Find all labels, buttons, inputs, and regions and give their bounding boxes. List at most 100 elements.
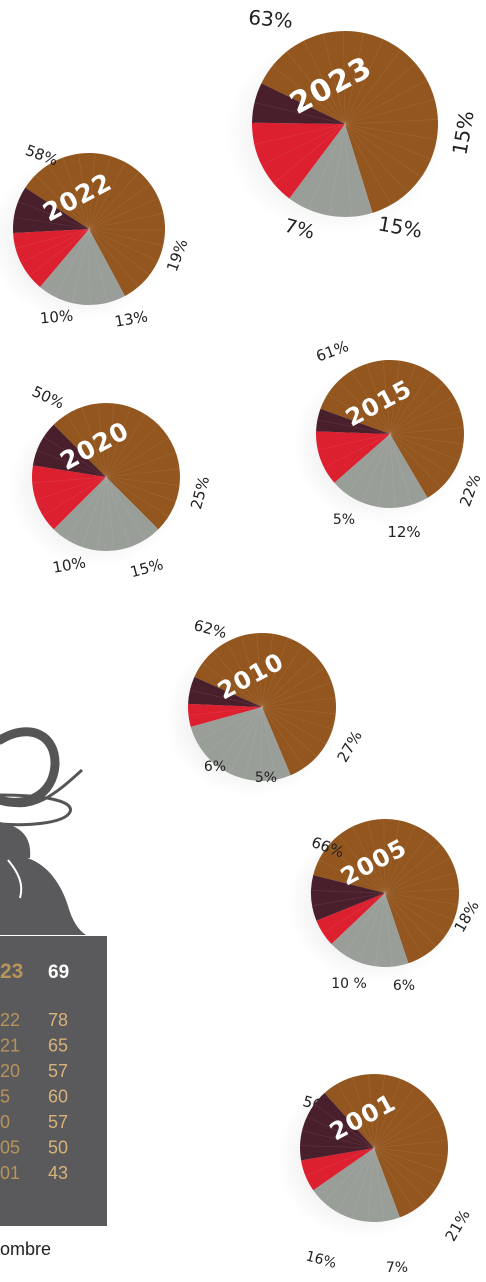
pie-texture-ray	[367, 1147, 375, 1222]
pie-texture-ray	[389, 395, 454, 435]
pie-texture-ray	[261, 633, 274, 708]
pie-texture-ray	[305, 1147, 375, 1177]
pie-texture-ray	[261, 706, 276, 780]
pie-texture-ray	[301, 1130, 375, 1149]
pie-texture-ray	[389, 433, 396, 508]
pie-slice	[313, 819, 460, 964]
pie-texture-ray	[272, 65, 346, 125]
pie-texture-ray	[358, 892, 386, 963]
pie-texture-ray	[300, 1145, 375, 1149]
pie-texture-ray	[81, 407, 107, 478]
table-panel	[0, 936, 107, 1226]
pie-texture-ray	[337, 1083, 375, 1149]
pie-percent-label: 61%	[314, 337, 351, 365]
pie-texture-ray	[189, 689, 263, 708]
pie-texture-ray	[346, 433, 391, 495]
stats-table: 23 69 22 78 21 65 20 57 5 60 0 57 05 50 01 43	[0, 936, 107, 1226]
pie-percent-label: 15%	[447, 109, 478, 157]
pie-percent-label: 5%	[255, 770, 277, 786]
pie-texture-ray	[20, 228, 90, 264]
pie-percent-label: 16%	[304, 1248, 338, 1272]
pie-texture-ray	[213, 651, 263, 708]
pie-texture-ray	[13, 216, 90, 230]
pie-texture-ray	[88, 171, 140, 230]
pie-texture-ray	[352, 826, 386, 894]
pie-texture-ray	[62, 157, 90, 230]
table-row-year: 0	[0, 1112, 10, 1132]
pie-texture-ray	[375, 892, 386, 967]
table-row-year: 05	[0, 1138, 20, 1158]
pie-texture-ray	[323, 1147, 375, 1203]
pie-texture-ray	[105, 424, 159, 478]
pie-percent-label: 10 %	[331, 976, 367, 992]
pie-2001: 56%21%7%16%2001	[276, 1074, 474, 1276]
pie-percent-label: 50%	[29, 382, 67, 412]
pie-texture-ray	[105, 407, 131, 478]
pie-texture-ray	[36, 450, 107, 478]
pie-slice	[316, 893, 385, 945]
pie-texture-ray	[88, 197, 159, 230]
pie-texture-ray	[286, 51, 346, 125]
pie-texture-ray	[384, 892, 454, 921]
pie-texture-ray	[366, 363, 391, 435]
pie-texture-ray	[317, 419, 391, 435]
pie-texture-ray	[351, 370, 391, 435]
pie-2010: 62%27%5%6%2010	[164, 616, 366, 797]
pie-texture-ray	[373, 1124, 445, 1149]
table-row-value: 57	[48, 1061, 68, 1081]
pie-texture-ray	[344, 49, 401, 125]
pie-texture-ray	[226, 642, 263, 708]
wine-glass-illustration	[0, 727, 86, 935]
pie-slice	[32, 424, 106, 477]
pie-texture-ray	[384, 857, 451, 894]
pie-texture-ray	[261, 706, 333, 730]
pie-texture-ray	[35, 174, 90, 230]
pie-texture-ray	[261, 667, 325, 708]
pie-slice	[252, 122, 345, 199]
pie-texture-ray	[88, 153, 96, 230]
pie-percent-label: 12%	[387, 523, 420, 541]
pie-2022: 58%19%13%10%2022	[0, 141, 191, 331]
pie-texture-ray	[384, 892, 393, 967]
pie-percent-label: 6%	[393, 978, 415, 994]
pie-texture-ray	[373, 1078, 401, 1149]
pie-percent-label: 63%	[247, 5, 293, 33]
pie-texture-ray	[328, 123, 346, 216]
pie-texture-ray	[344, 39, 384, 125]
table-row-value: 43	[48, 1163, 68, 1183]
pie-slice	[324, 1074, 448, 1218]
table-row-value: 50	[48, 1138, 68, 1158]
pie-texture-ray	[88, 156, 112, 230]
pie-texture-ray	[15, 228, 90, 249]
pie-texture-ray	[373, 1147, 438, 1188]
pie-texture-ray	[311, 890, 386, 894]
pie-texture-ray	[361, 433, 391, 503]
pie-texture-ray	[344, 63, 416, 125]
pie-percent-label: 62%	[192, 616, 229, 642]
pie-texture-ray	[384, 844, 442, 894]
pie-texture-ray	[389, 433, 452, 476]
pie-texture-ray	[389, 427, 464, 435]
table-row-value: 60	[48, 1087, 68, 1107]
pie-texture-ray	[307, 123, 346, 210]
pie-texture-ray	[43, 436, 107, 478]
pie-texture-ray	[88, 228, 166, 230]
pie-texture-ray	[88, 228, 150, 276]
pie-texture-ray	[384, 892, 437, 947]
table-rows: 22 78 21 65 20 57 5 60 0 57 05 50 01 43	[0, 1010, 68, 1183]
pie-texture-ray	[81, 476, 107, 547]
pie-texture-ray	[47, 164, 90, 230]
pie-texture-ray	[88, 228, 159, 262]
pie-slice	[313, 1148, 400, 1223]
pie-texture-ray	[240, 635, 263, 708]
pie-texture-ray	[352, 1077, 375, 1149]
pie-texture-ray	[261, 706, 336, 715]
pie-texture-ray	[389, 433, 441, 489]
pie-slice	[190, 707, 291, 782]
pie-slice	[300, 1093, 374, 1161]
pie-texture-ray	[373, 1147, 444, 1173]
pie-texture-ray	[351, 1147, 375, 1219]
pie-slice	[194, 633, 337, 776]
table-header-year: 23	[0, 960, 23, 983]
pie-texture-ray	[367, 820, 386, 894]
